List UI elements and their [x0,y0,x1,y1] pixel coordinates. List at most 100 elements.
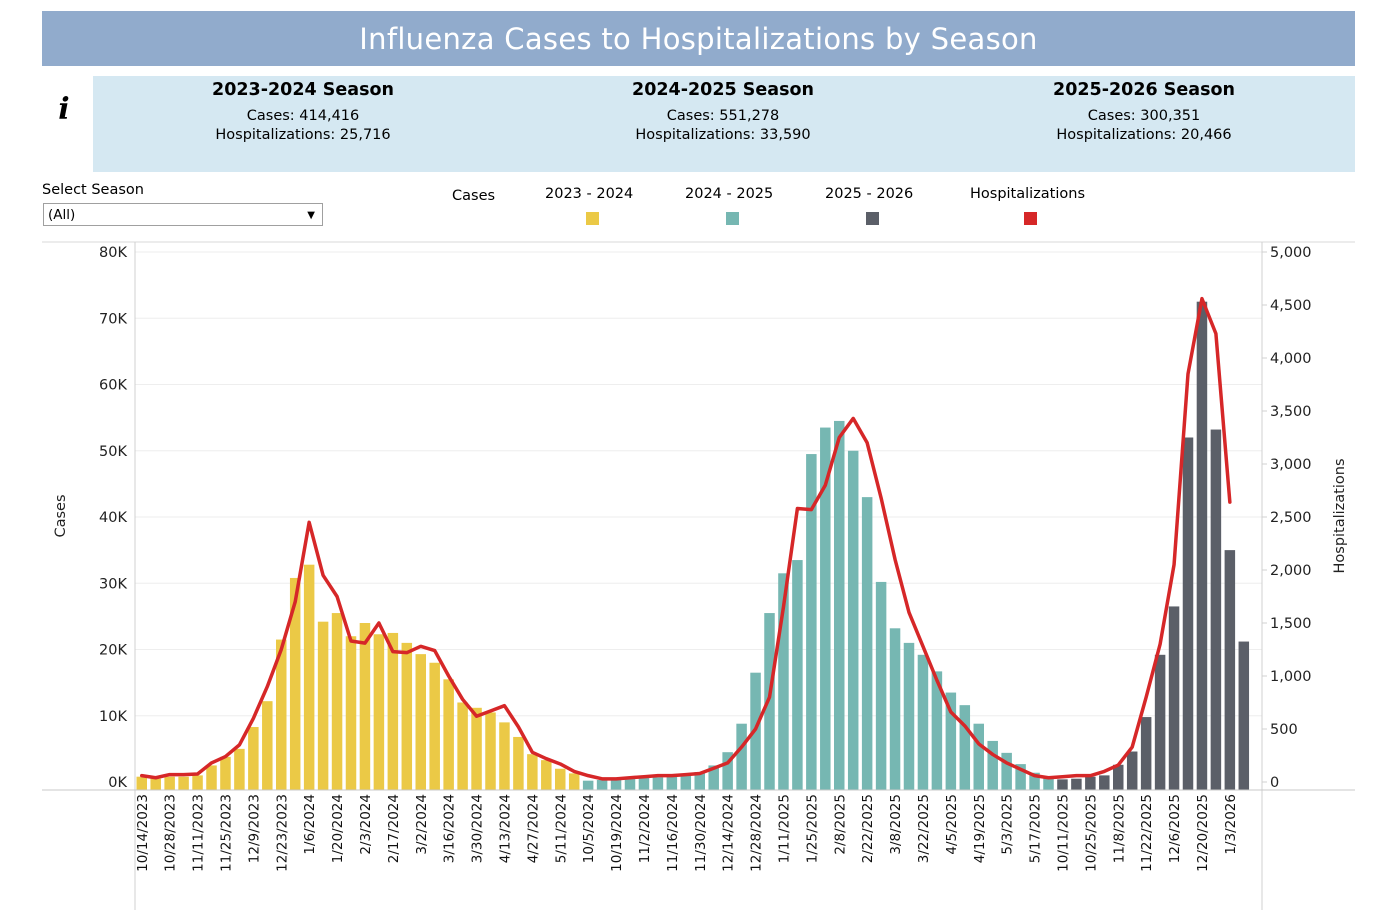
x-tick-label: 3/8/2025 [888,794,904,855]
x-axis-ticks: 10/14/2023 10/28/2023 11/11/2023 11/25/2023… [135,794,1239,872]
title-bar: Influenza Cases to Hospitalizations by S… [42,11,1355,66]
bar-2023-2024 [499,722,510,790]
y2-axis-ticks: 0 500 1,000 1,500 2,000 2,500 3,000 3,500 4,000 4… [1262,245,1312,791]
y2-tick-label: 2,000 [1270,563,1312,579]
bar-2024-2025 [987,740,998,790]
legend-swatch-2025-2026[interactable] [866,212,879,225]
bar-2024-2025 [582,780,594,790]
x-tick-label: 12/9/2023 [246,794,262,863]
bar-2023-2024 [541,760,552,790]
y2-tick-label: 4,500 [1270,298,1312,314]
x-tick-label: 11/8/2025 [1111,794,1127,863]
bar-2023-2024 [527,754,538,790]
legend-label-2024-2025[interactable]: 2024 - 2025 [685,186,774,202]
x-tick-label: 10/11/2025 [1055,794,1071,872]
legend-swatch-hospitalizations[interactable] [1024,212,1037,225]
legend-label-2023-2024[interactable]: 2023 - 2024 [545,186,634,202]
bar-2023-2024 [555,768,566,790]
bar-2024-2025 [1015,764,1026,790]
select-season-dropdown[interactable]: (All) ▼ [43,203,323,226]
bar-2023-2024 [471,707,482,790]
legend-title: Cases [452,188,496,204]
legend-swatch-2024-2025[interactable] [726,212,739,225]
bar-2025-2026 [1210,429,1222,790]
season-cases: Cases: 300,351 [1087,108,1201,124]
x-tick-label: 11/22/2025 [1139,794,1155,872]
x-tick-label: 4/19/2025 [972,794,988,863]
bar-2024-2025 [610,779,622,790]
bar-2023-2024 [303,564,315,790]
y-tick-label: 80K [99,245,127,261]
axes [42,241,1355,910]
bar-2024-2025 [820,427,831,790]
x-tick-label: 2/3/2024 [358,794,374,855]
bar-2025-2026 [1238,641,1250,790]
x-tick-label: 12/23/2023 [274,794,290,872]
x-tick-label: 11/25/2023 [218,794,234,872]
bar-2024-2025 [1029,772,1040,790]
x-tick-label: 11/30/2024 [693,794,709,872]
y-tick-label: 10K [99,709,127,725]
legend-swatch-2023-2024[interactable] [586,212,599,225]
hospitalizations-line-group [140,296,1232,781]
dropdown-arrow-icon[interactable]: ▼ [307,210,315,221]
y-tick-label: 70K [99,311,127,327]
y-tick-label: 40K [99,510,127,526]
bar-2023-2024 [345,636,357,790]
bar-2023-2024 [401,642,413,790]
legend-label-2025-2026[interactable]: 2025 - 2026 [825,186,914,202]
y2-tick-label: 0 [1270,775,1279,791]
info-icon[interactable]: i [58,92,70,127]
season-hospitalizations: Hospitalizations: 33,590 [635,127,811,143]
season-summary-2023-2024: 2023-2024 Season Cases: 414,416 Hospital… [93,76,513,145]
bar-2024-2025 [680,775,692,790]
bar-2024-2025 [708,765,719,790]
x-tick-label: 2/22/2025 [860,794,876,863]
x-tick-label: 10/14/2023 [135,794,151,872]
season-hospitalizations: Hospitalizations: 25,716 [215,127,391,143]
y2-tick-label: 4,000 [1270,351,1312,367]
bar-2024-2025 [917,654,929,790]
x-tick-label: 11/2/2024 [637,794,653,863]
x-tick-label: 4/13/2024 [497,794,513,863]
season-summary-panel: 2023-2024 Season Cases: 414,416 Hospital… [93,76,1355,172]
bar-2025-2026 [1168,606,1180,790]
legend-label-hospitalizations[interactable]: Hospitalizations [970,186,1086,202]
bar-2025-2026 [1099,775,1110,790]
y2-tick-label: 1,500 [1270,616,1312,632]
bar-2023-2024 [289,577,301,790]
season-title: 2023-2024 Season [212,80,394,100]
x-tick-label: 1/25/2025 [804,794,820,863]
x-tick-label: 11/11/2023 [191,794,207,872]
bar-2025-2026 [1224,550,1236,790]
x-tick-label: 5/11/2024 [553,794,569,863]
y-tick-label: 60K [99,378,127,394]
y2-axis-label: Hospitalizations [1332,458,1348,573]
bar-2024-2025 [638,778,650,790]
x-tick-label: 2/8/2025 [832,794,848,855]
y-tick-label: 30K [99,576,127,592]
bar-2023-2024 [415,654,426,790]
y-axis-label: Cases [53,494,69,537]
x-tick-label: 12/6/2025 [1167,794,1183,863]
bar-2025-2026 [1071,778,1082,790]
y2-tick-label: 3,000 [1270,457,1312,473]
bar-2023-2024 [136,776,147,790]
bar-2023-2024 [206,765,217,790]
bar-2024-2025 [736,723,747,790]
x-tick-label: 1/3/2026 [1223,794,1239,855]
bar-2023-2024 [150,778,161,790]
bar-2024-2025 [903,642,915,790]
bar-2024-2025 [959,705,971,790]
bar-2025-2026 [1140,717,1152,790]
y-tick-label: 20K [99,643,127,659]
bar-2023-2024 [178,776,189,790]
bar-2025-2026 [1182,437,1194,790]
bar-2023-2024 [317,621,329,790]
y2-tick-label: 500 [1270,722,1298,738]
bar-2025-2026 [1057,779,1068,790]
bar-2024-2025 [806,454,817,790]
x-tick-label: 10/19/2024 [609,794,625,872]
bar-2024-2025 [778,573,789,790]
